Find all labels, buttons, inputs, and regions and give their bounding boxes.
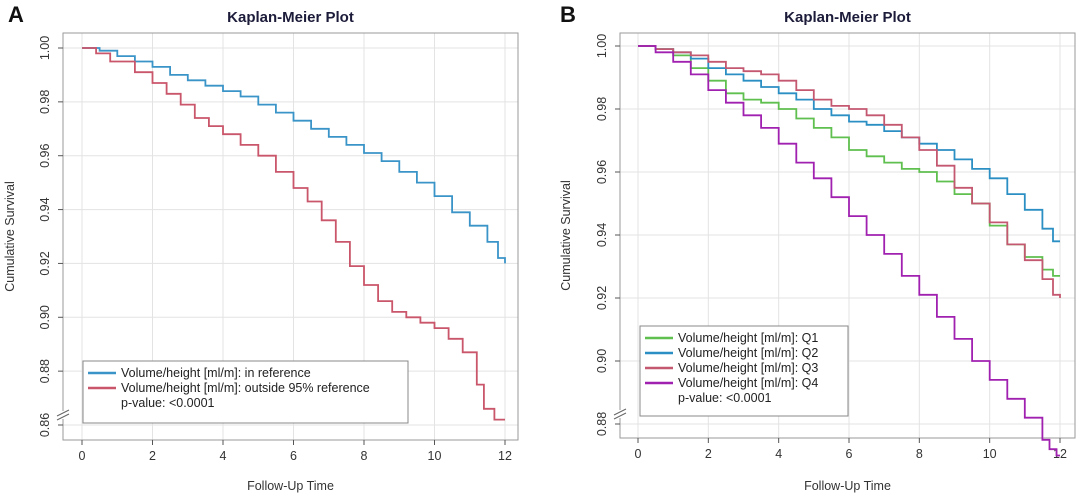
- chart-title: Kaplan-Meier Plot: [227, 9, 354, 26]
- legend-pvalue: p-value: <0.0001: [678, 391, 772, 405]
- axis-break-mark: [613, 412, 627, 420]
- panel-letter: B: [560, 2, 576, 27]
- chart-panel-a: A Kaplan-Meier Plot 0 2 4 6 8 10 12 0.86 0.88 0.90 0…: [3, 2, 519, 493]
- series-line-2: [82, 47, 505, 421]
- y-tick-label: 0.96: [595, 160, 609, 184]
- legend-entry: Volume/height [ml/m]: Q4: [678, 376, 818, 390]
- axis-break-gap: [57, 411, 69, 419]
- y-tick-label: 0.98: [595, 97, 609, 121]
- axis-break-gap: [614, 410, 626, 418]
- x-axis-label: Follow-Up Time: [247, 479, 334, 493]
- series-line-1: [82, 47, 506, 264]
- y-axis-label: Cumulative Survival: [3, 181, 17, 291]
- y-tick-label: 0.92: [38, 251, 52, 275]
- y-tick-label: 0.88: [38, 359, 52, 383]
- x-tick-label: 4: [220, 449, 227, 463]
- x-tick-label: 4: [775, 447, 782, 461]
- y-tick-label: 0.90: [595, 349, 609, 373]
- series-line-4: [638, 45, 1060, 457]
- y-tick-label: 0.92: [595, 286, 609, 310]
- legend: Volume/height [ml/m]: in referenceVolume…: [82, 360, 409, 424]
- y-tick-label: 0.94: [595, 223, 609, 247]
- series-line-3: [638, 45, 1061, 298]
- series-line-1: [638, 45, 1060, 277]
- legend-entry: Volume/height [ml/m]: Q3: [678, 361, 818, 375]
- y-axis-label: Cumulative Survival: [559, 180, 573, 290]
- y-tick-label: 1.00: [595, 34, 609, 58]
- legend-box: [82, 360, 409, 424]
- y-tick-label: 1.00: [38, 36, 52, 60]
- legend-entry: Volume/height [ml/m]: Q1: [678, 331, 818, 345]
- legend-entry: Volume/height [ml/m]: in reference: [121, 366, 311, 380]
- legend-pvalue: p-value: <0.0001: [121, 396, 215, 410]
- x-tick-label: 2: [705, 447, 712, 461]
- axis-break-mark: [613, 408, 627, 416]
- x-tick-label: 0: [635, 447, 642, 461]
- legend-entry: Volume/height [ml/m]: Q2: [678, 346, 818, 360]
- y-tick-label: 0.90: [38, 305, 52, 329]
- axis-break-mark: [56, 409, 70, 417]
- x-axis-label: Follow-Up Time: [804, 479, 891, 493]
- plot-frame: [62, 32, 519, 441]
- grid: [63, 33, 518, 440]
- y-tick-label: 0.94: [38, 197, 52, 221]
- y-tick-label: 0.96: [38, 144, 52, 168]
- series-line-2: [638, 45, 1060, 243]
- panel-letter: A: [8, 2, 24, 27]
- y-tick-label: 0.86: [38, 413, 52, 437]
- x-tick-label: 12: [498, 449, 512, 463]
- legend-entry: Volume/height [ml/m]: outside 95% refere…: [121, 381, 370, 395]
- x-tick-label: 8: [361, 449, 368, 463]
- x-tick-label: 6: [290, 449, 297, 463]
- x-tick-label: 10: [983, 447, 997, 461]
- x-tick-label: 0: [79, 449, 86, 463]
- legend-box: [639, 325, 849, 417]
- axis-break-mark: [56, 413, 70, 421]
- x-tick-label: 2: [149, 449, 156, 463]
- x-tick-label: 10: [428, 449, 442, 463]
- x-tick-label: 6: [846, 447, 853, 461]
- chart-title: Kaplan-Meier Plot: [784, 9, 911, 26]
- y-tick-label: 0.88: [595, 412, 609, 436]
- x-tick-label: 8: [916, 447, 923, 461]
- y-tick-label: 0.98: [38, 90, 52, 114]
